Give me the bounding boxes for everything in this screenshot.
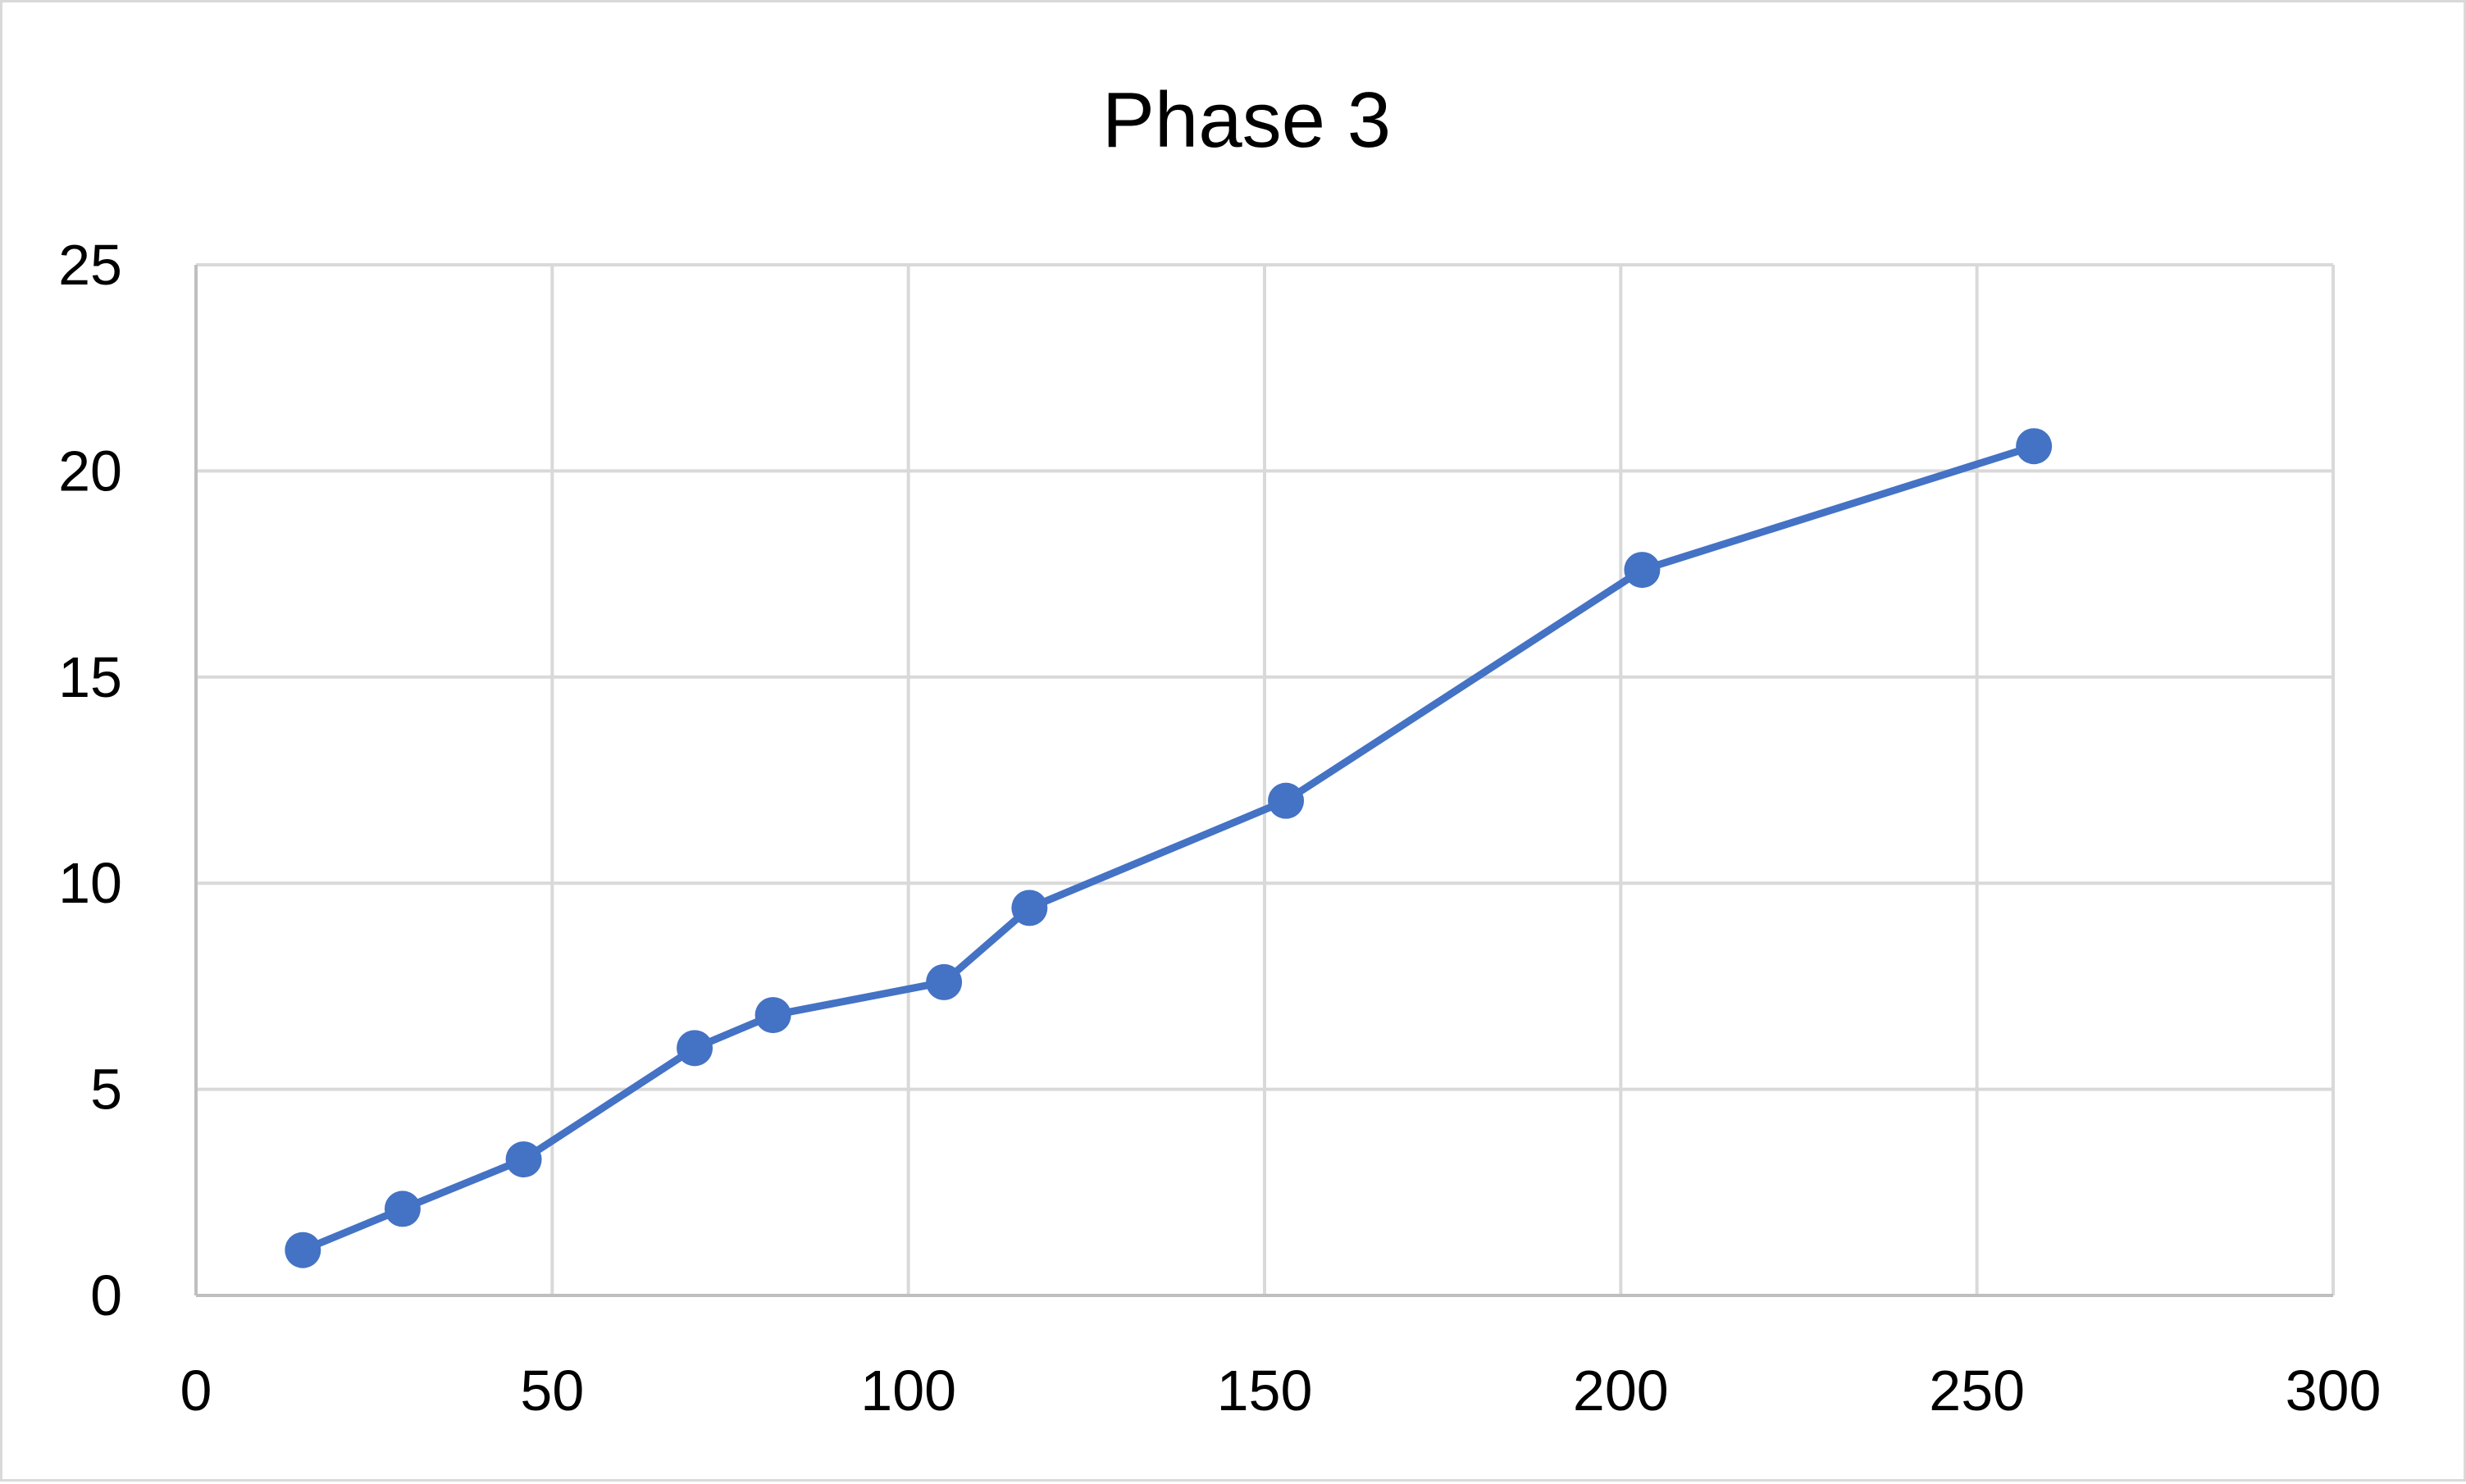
- data-point: [677, 1030, 713, 1067]
- x-tick-label: 150: [1217, 1359, 1313, 1423]
- data-point: [505, 1141, 542, 1178]
- y-tick-label: 25: [58, 233, 122, 297]
- y-tick-label: 10: [58, 851, 122, 915]
- y-tick-label: 0: [90, 1263, 122, 1327]
- data-point: [1268, 782, 1305, 819]
- x-tick-label: 250: [1929, 1359, 2025, 1423]
- y-tick-label: 15: [58, 645, 122, 709]
- data-point: [1624, 552, 1661, 589]
- x-tick-label: 200: [1573, 1359, 1669, 1423]
- x-tick-label: 300: [2286, 1359, 2382, 1423]
- x-tick-label: 50: [520, 1359, 584, 1423]
- series-layer: [285, 428, 2053, 1268]
- grid-lines: [196, 263, 2335, 1295]
- data-point: [1011, 890, 1048, 926]
- y-tick-label: 20: [58, 439, 122, 503]
- data-point: [285, 1231, 321, 1268]
- y-tick-label: 5: [90, 1058, 122, 1122]
- axes: [194, 265, 2333, 1297]
- x-tick-label: 100: [860, 1359, 956, 1423]
- data-point: [754, 997, 791, 1034]
- data-point: [926, 963, 963, 1000]
- x-tick-label: 0: [180, 1359, 212, 1423]
- series-line: [299, 442, 2038, 1254]
- data-point: [384, 1190, 421, 1227]
- data-point: [2016, 428, 2053, 465]
- chart-title: Phase 3: [1102, 76, 1391, 164]
